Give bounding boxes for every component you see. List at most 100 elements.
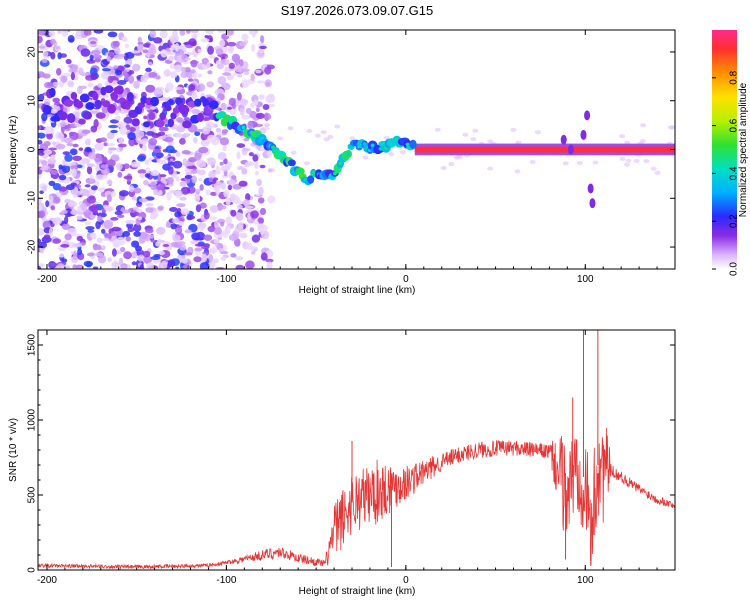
spectral-noise-blob — [159, 174, 167, 178]
spectral-noise-blob — [52, 217, 62, 225]
spectral-noise-blob — [94, 142, 104, 151]
spectral-noise-blob — [303, 161, 310, 166]
spectral-noise-blob — [52, 238, 61, 244]
spectral-noise-blob — [235, 256, 244, 261]
spectral-noise-blob — [85, 138, 91, 146]
spectral-noise-blob — [185, 30, 191, 34]
spectral-noise-blob — [145, 167, 151, 174]
spectral-noise-blob — [241, 33, 249, 41]
spectral-noise-blob — [191, 232, 201, 241]
spectral-noise-blob — [131, 261, 137, 266]
spectral-noise-blob — [188, 84, 196, 91]
spectral-noise-blob — [149, 212, 157, 220]
spectral-noise-blob — [84, 221, 92, 226]
spectral-noise-blob — [515, 140, 522, 145]
spectral-noise-blob — [191, 175, 197, 184]
spectral-noise-blob — [61, 258, 68, 263]
spectral-noise-blob — [266, 261, 273, 269]
spectral-noise-blob — [259, 207, 267, 216]
spectral-noise-blob — [216, 63, 224, 69]
spectral-peak-blob — [167, 118, 174, 128]
spectral-noise-blob — [197, 49, 202, 53]
spectral-noise-blob — [205, 189, 211, 196]
spectral-peak-blob — [101, 100, 111, 108]
spectral-noise-blob — [236, 74, 243, 78]
spectral-noise-blob — [266, 149, 273, 158]
spectral-noise-blob — [248, 30, 255, 35]
spectral-noise-blob — [257, 217, 265, 225]
spectral-noise-blob — [179, 181, 187, 187]
spectral-noise-blob — [470, 137, 477, 142]
spectral-noise-blob — [129, 185, 135, 193]
spectral-noise-blob — [135, 130, 145, 139]
spectral-noise-blob — [52, 81, 59, 87]
spectral-noise-blob — [245, 260, 255, 269]
spectral-noise-blob — [77, 248, 83, 255]
spectral-noise-blob — [142, 250, 151, 258]
spectral-noise-blob — [186, 165, 196, 169]
spectral-noise-blob — [62, 151, 70, 156]
snr-y-label: SNR (10 * v/v) — [8, 418, 19, 482]
spectral-noise-blob — [250, 251, 256, 255]
spectral-noise-blob — [39, 190, 44, 194]
spectral-noise-blob — [173, 64, 183, 73]
spectral-noise-blob — [119, 190, 129, 197]
spectral-noise-blob — [114, 210, 123, 216]
spectral-noise-blob — [219, 161, 224, 166]
spectral-noise-blob — [123, 163, 130, 169]
spectral-noise-blob — [185, 161, 195, 167]
spectral-noise-blob — [150, 239, 156, 243]
spectral-noise-blob — [107, 257, 112, 263]
y-tick-label: -10 — [27, 191, 38, 206]
spectral-noise-blob — [194, 243, 205, 247]
spectral-noise-blob — [213, 239, 220, 244]
spectral-noise-blob — [143, 179, 149, 186]
spectral-noise-blob — [152, 148, 162, 154]
spectral-noise-blob — [80, 72, 88, 76]
spectral-noise-blob — [243, 137, 250, 142]
spectral-noise-blob — [643, 159, 650, 164]
snr-x-label: Height of straight line (km) — [299, 586, 416, 597]
x-tick-label: 100 — [577, 274, 594, 285]
spectral-noise-blob — [198, 177, 203, 182]
spectral-noise-blob — [259, 45, 267, 50]
spectral-noise-blob — [209, 247, 218, 254]
spectral-noise-blob — [236, 204, 243, 210]
spectral-noise-blob — [55, 143, 66, 150]
spectral-noise-blob — [220, 165, 230, 172]
spectral-noise-blob — [103, 142, 108, 147]
spectral-noise-blob — [203, 211, 210, 220]
y-tick-label: -20 — [27, 239, 38, 254]
spectral-noise-blob — [111, 154, 120, 161]
spectral-noise-blob — [217, 30, 226, 33]
spectral-noise-blob — [78, 190, 83, 194]
spectral-noise-blob — [199, 184, 204, 191]
spectral-noise-blob — [191, 33, 198, 40]
spectral-noise-blob — [48, 180, 56, 187]
spectral-noise-blob — [250, 73, 255, 82]
spectral-peak-blob — [172, 107, 180, 114]
spectral-noise-blob — [255, 107, 260, 113]
spectral-noise-blob — [80, 202, 88, 211]
spectral-noise-blob — [215, 170, 221, 175]
snr-frame — [37, 329, 676, 571]
spectral-noise-blob — [145, 228, 154, 234]
spectral-noise-blob — [165, 82, 174, 92]
y-tick-label: 20 — [27, 46, 38, 58]
spectral-noise-blob — [399, 150, 406, 155]
spectral-noise-blob — [66, 142, 74, 147]
spectral-noise-blob — [529, 160, 536, 164]
spectral-noise-blob — [204, 116, 209, 121]
spectral-noise-blob — [139, 264, 145, 269]
spectral-noise-blob — [176, 117, 184, 123]
spectral-peak-core — [346, 152, 351, 156]
spectral-noise-blob — [214, 220, 219, 229]
spectral-noise-blob — [124, 72, 129, 81]
spectral-noise-blob — [175, 266, 180, 269]
spectral-noise-blob — [232, 72, 237, 76]
spectral-noise-blob — [91, 185, 98, 191]
spectral-noise-blob — [110, 217, 119, 221]
spectral-noise-blob — [69, 131, 79, 141]
spectral-noise-blob — [119, 126, 128, 135]
